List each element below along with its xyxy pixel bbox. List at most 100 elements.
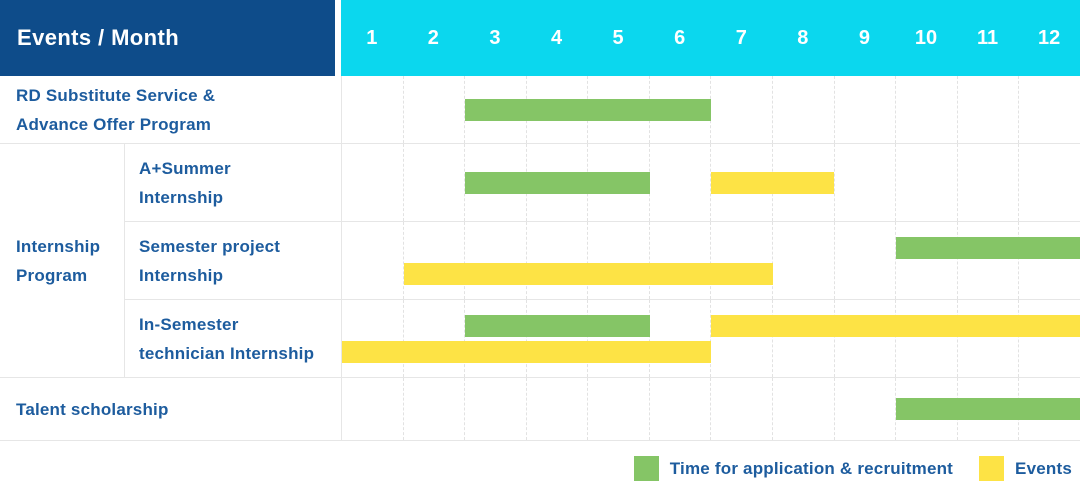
row-label-talent-scholarship: Talent scholarship xyxy=(0,378,341,441)
month-grid-cell xyxy=(402,76,465,143)
row-label-line: Semester project xyxy=(139,236,281,256)
row-label-in-semester-technician-internship: In-Semester technician Internship xyxy=(124,300,341,378)
month-header-cell: 4 xyxy=(550,26,563,49)
month-grid-cell xyxy=(772,76,834,143)
month-header-cell: 1 xyxy=(366,26,378,49)
month-grid-cell xyxy=(648,300,711,377)
row-label-line: RD Substitute Service & xyxy=(16,85,216,105)
month-header-cell: 5 xyxy=(612,26,624,49)
row-label-line: A+Summer xyxy=(139,158,231,178)
month-grid-cell xyxy=(464,144,526,221)
month-grid-cell xyxy=(895,144,957,221)
events-swatch-icon xyxy=(979,456,1005,481)
month-grid-cell xyxy=(464,222,526,299)
month-grid-cell xyxy=(587,300,649,377)
gantt-bar-events xyxy=(403,262,773,285)
events-month-header: Events / Month xyxy=(0,0,335,76)
legend: Time for application & recruitment Event… xyxy=(0,441,1080,481)
month-grid-cell xyxy=(1018,222,1080,299)
month-grid-cell xyxy=(464,76,526,143)
month-grid-cell xyxy=(710,378,772,440)
row-label-line: Talent scholarship xyxy=(16,399,169,419)
month-grid-cell xyxy=(648,144,711,221)
gantt-bar-application xyxy=(465,314,650,337)
month-grid-cell xyxy=(525,222,588,299)
legend-label: Events xyxy=(1015,458,1072,478)
month-grid-cell xyxy=(772,378,834,440)
month-grid-cell xyxy=(342,222,403,299)
month-grid-cell xyxy=(772,300,834,377)
month-grid-cell xyxy=(710,76,772,143)
gantt-bar-application xyxy=(895,236,1080,259)
month-grid-cell xyxy=(1018,300,1080,377)
month-grid-cell xyxy=(833,144,896,221)
gantt-table: Events / Month 1 2 3 4 5 6 7 8 9 10 11 1… xyxy=(0,0,1080,441)
month-grid-cell xyxy=(402,144,465,221)
month-grid-cell xyxy=(464,300,526,377)
month-grid-cell xyxy=(587,222,649,299)
group-label-line: Internship xyxy=(16,236,101,256)
month-grid-cell xyxy=(833,76,896,143)
month-grid-cell xyxy=(833,378,896,440)
row-label-line: technician Internship xyxy=(139,343,315,363)
month-header-cell: 3 xyxy=(489,26,501,49)
month-grid-cell xyxy=(895,76,957,143)
group-label-line: Program xyxy=(16,265,88,285)
month-header-cell: 9 xyxy=(858,26,870,49)
gantt-row-rd-substitute xyxy=(341,76,1080,144)
row-label-rd-substitute: RD Substitute Service & Advance Offer Pr… xyxy=(0,76,341,144)
gantt-bar-events xyxy=(342,340,711,363)
legend-item-events: Events xyxy=(979,456,1072,481)
gantt-row-a-plus-summer-internship xyxy=(341,144,1080,222)
month-grid-cell xyxy=(525,378,588,440)
gantt-bar-application xyxy=(465,98,711,121)
month-grid-cell xyxy=(342,144,403,221)
month-grid-cell xyxy=(772,222,834,299)
month-grid-cell xyxy=(342,378,403,440)
month-grid-cell xyxy=(895,300,957,377)
gantt-bar-application xyxy=(465,171,650,194)
row-label-line: Advance Offer Program xyxy=(16,114,212,134)
month-header-row: 1 2 3 4 5 6 7 8 9 10 11 12 xyxy=(341,0,1080,76)
gantt-bar-events xyxy=(711,171,834,194)
month-grid-cell xyxy=(1018,144,1080,221)
gantt-row-semester-project-internship xyxy=(341,222,1080,300)
month-grid-cell xyxy=(1018,76,1080,143)
month-grid-cell xyxy=(648,378,711,440)
row-label-line: Internship xyxy=(139,187,224,207)
month-grid-cell xyxy=(956,144,1019,221)
month-grid-cell xyxy=(956,300,1019,377)
legend-item-application: Time for application & recruitment xyxy=(633,456,953,481)
month-grid-cell xyxy=(342,300,403,377)
month-header-cell: 2 xyxy=(427,26,439,49)
gantt-row-talent-scholarship xyxy=(341,378,1080,441)
gantt-bar-events xyxy=(711,314,1080,337)
month-header-cell: 7 xyxy=(735,26,747,49)
row-label-semester-project-internship: Semester project Internship xyxy=(124,222,341,300)
application-swatch-icon xyxy=(633,456,659,481)
month-header-cell: 6 xyxy=(674,26,686,49)
gantt-row-in-semester-technician-internship xyxy=(341,300,1080,378)
month-grid-cell xyxy=(710,144,772,221)
row-label-line: In-Semester xyxy=(139,314,239,334)
month-grid-cell xyxy=(587,378,649,440)
month-header-cell: 8 xyxy=(797,26,809,49)
month-header-cell: 10 xyxy=(914,26,938,49)
month-header-cell: 12 xyxy=(1038,26,1061,49)
month-grid-cell xyxy=(525,300,588,377)
month-grid-cell xyxy=(833,300,896,377)
month-grid-cell xyxy=(402,378,465,440)
month-grid-cell xyxy=(342,76,403,143)
month-grid-cell xyxy=(833,222,896,299)
month-grid-cell xyxy=(464,378,526,440)
month-grid-cell xyxy=(710,222,772,299)
month-grid-cell xyxy=(895,222,957,299)
month-grid-cell xyxy=(402,222,465,299)
month-grid-cell xyxy=(710,300,772,377)
row-label-line: Internship xyxy=(139,265,224,285)
group-label-internship-program: Internship Program xyxy=(0,144,124,378)
month-header-cell: 11 xyxy=(976,26,999,49)
gantt-bar-application xyxy=(895,398,1080,420)
month-grid-cell xyxy=(956,76,1019,143)
row-label-a-plus-summer-internship: A+Summer Internship xyxy=(124,144,341,222)
